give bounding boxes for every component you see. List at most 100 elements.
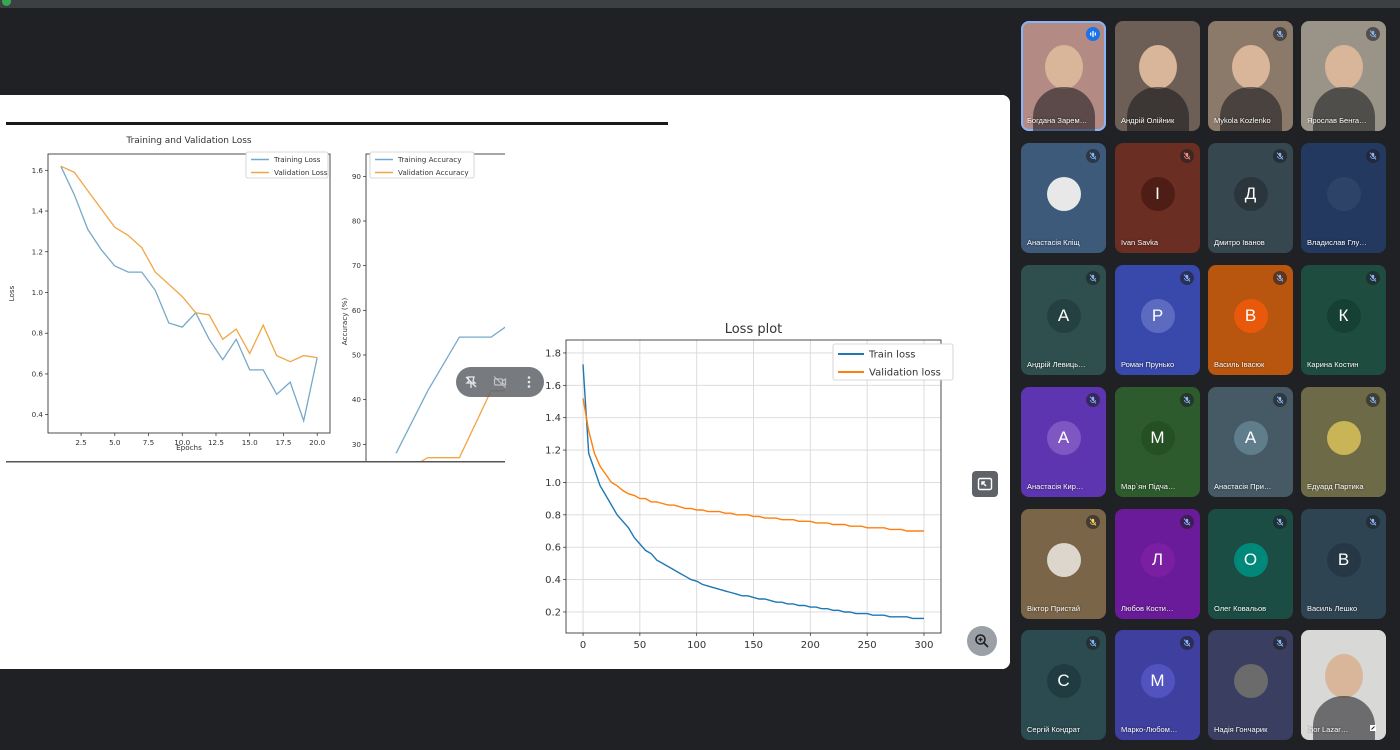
legend-label: Validation loss (869, 368, 941, 379)
participant-tile[interactable]: А Анастасія Кир… (1021, 387, 1106, 497)
y-tick-label: 40 (352, 395, 362, 404)
x-tick-label: 7.5 (143, 438, 154, 447)
participant-tile[interactable]: М Марко-Любом… (1115, 630, 1200, 740)
legend-box (369, 151, 475, 179)
chart-title: Training and Validation Loss (125, 136, 252, 146)
initial-avatar: А (1046, 298, 1081, 333)
participant-name: Андрій Олійник (1121, 116, 1175, 125)
participant-tile[interactable]: М Мар`ян Підча… (1115, 387, 1200, 497)
x-tick-label: 2.5 (75, 438, 86, 447)
participant-tile[interactable]: Віктор Пристай (1021, 509, 1106, 619)
participant-tile[interactable]: Едуард Партика (1301, 387, 1386, 497)
x-tick-label: 250 (858, 640, 877, 651)
participant-name: Віктор Пристай (1027, 604, 1081, 613)
participant-name: Богдана Зарем… (1027, 116, 1088, 125)
x-tick-label: 17.5 (275, 438, 291, 447)
participant-tile[interactable]: Владислав Глу… (1301, 143, 1386, 253)
x-tick-label: 12.5 (208, 438, 224, 447)
participant-name: Анастасія При… (1214, 482, 1272, 491)
mic-off-icon (1180, 149, 1194, 163)
x-tick-label: 5.0 (109, 438, 121, 447)
participant-tile[interactable]: Mykola Kozlenko (1208, 21, 1293, 131)
mic-off-icon (1273, 271, 1287, 285)
y-tick-label: 80 (352, 217, 362, 226)
participant-name: Владислав Глу… (1307, 238, 1367, 247)
participant-name: Андрій Левиць… (1027, 360, 1086, 369)
participant-tile[interactable]: О Олег Ковальов (1208, 509, 1293, 619)
participant-tile[interactable]: Богдана Зарем… (1021, 21, 1106, 131)
series-line-0 (582, 364, 924, 620)
y-tick-label: 0.8 (32, 329, 44, 338)
legend-label: Training Loss (273, 155, 321, 164)
mic-off-icon (1180, 636, 1194, 650)
participant-tile[interactable]: К Карина Костин (1301, 265, 1386, 375)
picture-in-picture-button[interactable] (972, 471, 998, 497)
participant-name: Карина Костин (1307, 360, 1359, 369)
training-validation-accuracy-chart: 2.55.07.5102030405060708090Training and … (340, 151, 505, 461)
loss-plot-chart: 0 50 100 150 200 250 300 0.2 0.4 0.6 0.8 1.0 1.2 1.4 1… (545, 322, 954, 651)
participant-tile[interactable]: В Василь Лешко (1301, 509, 1386, 619)
participant-name: Анастасія Кир… (1027, 482, 1084, 491)
participant-tile[interactable]: Ярослав Бенга… (1301, 21, 1386, 131)
participant-tile[interactable]: В Василь Івасюк (1208, 265, 1293, 375)
hide-video-icon[interactable] (488, 370, 512, 394)
unpin-icon[interactable] (459, 370, 483, 394)
x-tick-label: 10.0 (174, 438, 190, 447)
participant-tile[interactable]: Ihor Lazar… (1301, 630, 1386, 740)
participant-name: Mykola Kozlenko (1214, 116, 1271, 125)
pin-icon (1366, 721, 1380, 735)
y-tick-label: 1.4 (545, 413, 561, 424)
participant-video-body (1313, 696, 1375, 740)
initial-avatar: В (1326, 542, 1361, 577)
legend: Train loss Validation loss (832, 343, 954, 381)
slide-bottom-rule (6, 461, 505, 463)
zoom-button[interactable] (967, 626, 997, 656)
participant-tile[interactable]: I Ivan Savka (1115, 143, 1200, 253)
y-tick-label: 0.4 (545, 575, 561, 586)
participant-tile[interactable]: Андрій Олійник (1115, 21, 1200, 131)
plot-frame (365, 153, 505, 461)
participant-name: Мар`ян Підча… (1121, 482, 1176, 491)
participant-name: Ivan Savka (1121, 238, 1159, 247)
participant-video (1045, 45, 1083, 89)
participant-video-body (1220, 87, 1282, 131)
initial-avatar: В (1233, 298, 1268, 333)
profile-photo-avatar (1326, 176, 1361, 211)
more-options-icon[interactable] (517, 370, 541, 394)
x-tick-label: 100 (687, 640, 706, 651)
mic-off-icon (1273, 27, 1287, 41)
y-tick-label: 1.0 (32, 288, 44, 297)
mic-off-icon (1273, 149, 1287, 163)
participant-tile[interactable]: Анастасія Кліщ (1021, 143, 1106, 253)
initial-avatar: К (1326, 298, 1361, 333)
participant-tile[interactable]: А Андрій Левиць… (1021, 265, 1106, 375)
participant-tile[interactable]: Л Любов Кости… (1115, 509, 1200, 619)
participant-tile[interactable]: А Анастасія При… (1208, 387, 1293, 497)
zoom-in-icon (974, 633, 990, 649)
mic-off-icon (1180, 271, 1194, 285)
participant-name: Ярослав Бенга… (1307, 116, 1367, 125)
participant-tile[interactable]: С Сергій Кондрат (1021, 630, 1106, 740)
participant-tile[interactable]: Д Дмитро Іванов (1208, 143, 1293, 253)
x-tick-label: 15.0 (242, 438, 258, 447)
participant-tile[interactable]: Надія Гончарик (1208, 630, 1293, 740)
training-validation-loss-chart: 2.5 5.0 7.5 10.0 12.5 15.0 17.5 20.0 0.4 0.6 0.8 1.… (7, 136, 331, 452)
participant-name: Анастасія Кліщ (1027, 238, 1080, 247)
x-tick-label: 50 (633, 640, 646, 651)
participant-tile[interactable]: Р Роман Прунько (1115, 265, 1200, 375)
mic-off-icon (1086, 636, 1100, 650)
participant-name: Олег Ковальов (1214, 604, 1267, 613)
profile-photo-avatar (1046, 542, 1081, 577)
initial-avatar: М (1140, 663, 1175, 698)
plot-frame (47, 153, 331, 434)
x-tick-label: 20.0 (309, 438, 325, 447)
mic-off-icon (1366, 393, 1380, 407)
y-axis-label: Accuracy (%) (340, 298, 349, 346)
series-line-1 (582, 398, 924, 532)
x-tick-label: 0 (580, 640, 586, 651)
slide-top-rule (6, 122, 668, 125)
initial-avatar: С (1046, 663, 1081, 698)
speaking-indicator-icon (1086, 27, 1100, 41)
participant-name: Ihor Lazar… (1307, 725, 1349, 734)
participant-name: Василь Лешко (1307, 604, 1358, 613)
